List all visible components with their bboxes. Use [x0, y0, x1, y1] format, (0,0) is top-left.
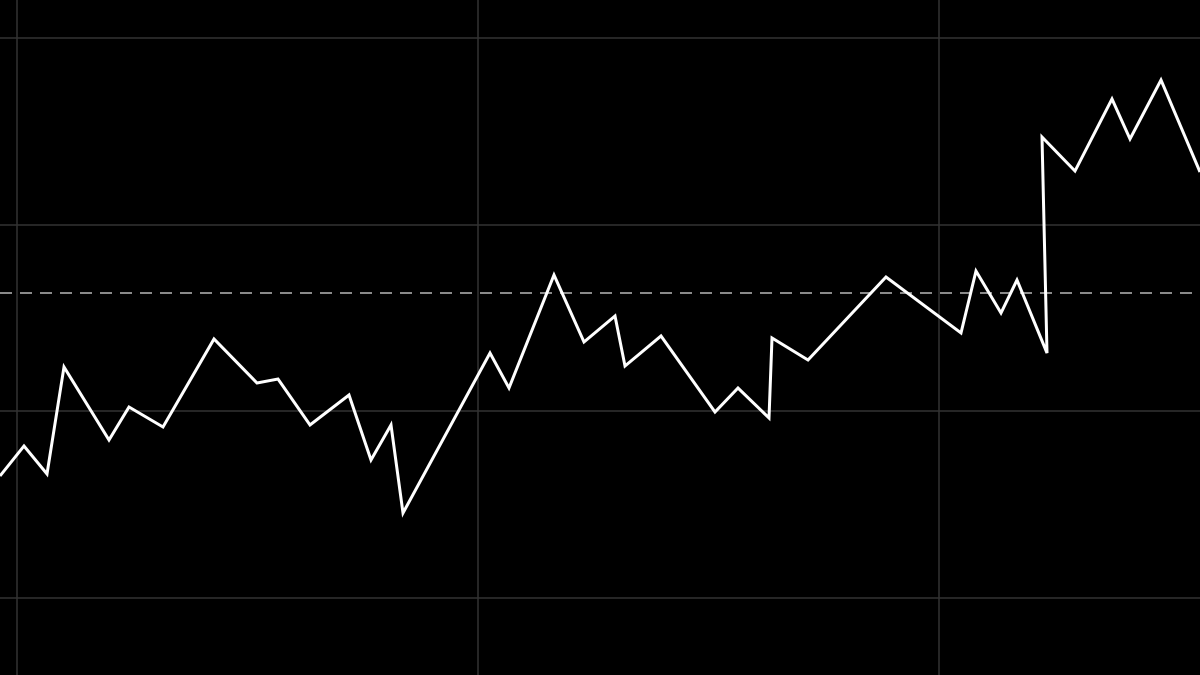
price-line	[0, 76, 1200, 518]
